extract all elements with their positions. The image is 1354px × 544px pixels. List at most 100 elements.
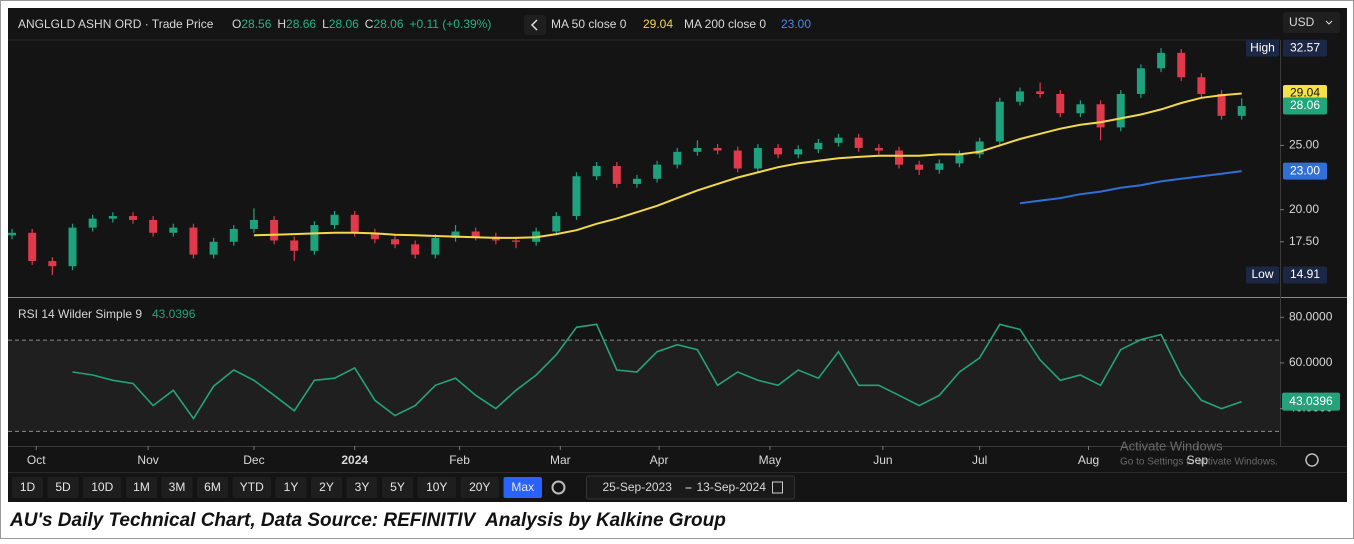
range-button[interactable] [232,477,272,498]
range-button[interactable] [346,477,378,498]
candle-body [169,227,178,233]
candle-body [794,149,803,155]
range-label: 3Y [355,480,370,494]
y-tick-label: 25.00 [1289,138,1319,152]
range-button[interactable] [47,477,79,498]
range-button[interactable] [311,477,342,498]
badge-label: 14.91 [1290,267,1320,281]
badge-name: Low [1251,267,1273,281]
range-button[interactable] [83,477,122,498]
range-button[interactable] [460,477,500,498]
watermark-text: Go to Settings to activate Windows. [1120,457,1278,468]
candle-body [552,216,561,232]
candle-body [1197,77,1206,94]
badge-label: 28.06 [1290,98,1320,112]
x-tick-label: Apr [650,453,669,467]
chart-title: ANGLGLD ASHN ORD · Trade Price [18,17,214,31]
calendar-icon [772,481,783,494]
caption: AU's Daily Technical Chart, Data Source:… [9,510,726,531]
range-label: 1M [133,480,150,494]
range-label: 5D [55,480,71,494]
ma50-value: 29.04 [643,17,673,31]
candle-body [653,164,662,179]
candle-body [310,225,319,251]
price-badge [1283,266,1327,284]
y-tick-label: 80.0000 [1289,309,1333,323]
quote-value: 28.06 [329,17,359,31]
x-tick-label: Sep [1187,453,1209,467]
candle-body [128,216,137,220]
chevron-icon [530,19,538,31]
range-button[interactable] [275,477,307,498]
price-badge [1283,39,1327,57]
range-button[interactable] [161,477,193,498]
watermark-title: Activate Windows [1120,438,1223,453]
range-button[interactable] [12,477,43,498]
badge-name: High [1250,40,1275,54]
quote-key: C [365,17,374,31]
candle-body [774,147,783,155]
quote-key: L [322,17,329,31]
collapse-button[interactable] [524,15,546,35]
candle-body [1136,68,1145,94]
candle-body [431,237,440,255]
x-tick-label: Jul [972,453,987,467]
candle-body [108,216,117,219]
x-tick-label: Nov [137,453,158,467]
price-badge [1283,97,1327,115]
candle-body [189,227,198,255]
badge-name-box [1246,39,1279,57]
candle-body [733,150,742,169]
candle-body [814,142,823,150]
candle-body [28,232,37,262]
range-button[interactable] [382,477,413,498]
quote: O28.56 H28.66 L28.06 C28.06 +0.11 (+0.39%) [232,17,491,31]
x-tick-label: Oct [27,453,46,467]
candle-body [854,137,863,148]
candle-body [592,165,601,177]
candle-body [471,231,480,237]
candle-body [1116,93,1125,128]
range-button[interactable] [503,477,543,498]
chart-panel [8,8,1347,502]
candle-body [330,214,339,226]
date-from: 25-Sep-2023 [603,480,673,494]
range-button[interactable] [197,477,228,498]
candle-body [209,241,218,255]
x-tick-label: Aug [1078,453,1099,467]
x-tick-label: May [759,453,782,467]
y-tick-label: 20.00 [1289,202,1319,216]
candle-body [632,178,641,184]
candle-body [995,101,1004,142]
price-badge [1283,162,1327,180]
date-to: 13-Sep-2024 [697,480,767,494]
candle-body [451,231,460,238]
scroll-reset-button[interactable] [1305,453,1319,467]
range-button[interactable] [126,477,157,498]
candle-body [88,218,97,228]
currency: USD [1289,15,1315,29]
rsi-band [8,340,1280,432]
range-button[interactable] [417,477,457,498]
range-label: 3M [169,480,186,494]
ma200-legend: MA 200 close 0 [684,17,766,31]
settings-button[interactable] [551,480,566,495]
badge-name-box [1246,266,1279,284]
quote-value: 28.56 [241,17,271,31]
candle-body [270,219,279,241]
candle-body [1237,106,1246,116]
range-label: 1Y [284,480,299,494]
candle-body [48,261,57,267]
range-label: 10D [91,480,113,494]
candle-body [975,141,984,155]
candle-body [411,244,420,255]
quote-value: 28.06 [373,17,403,31]
ma-line [253,92,1242,239]
x-tick-label: Feb [449,453,470,467]
candle-body [1217,93,1226,116]
currency-select[interactable] [1283,12,1340,33]
candle-body [673,151,682,165]
caret-icon [1325,20,1333,25]
candle-body [874,147,883,151]
